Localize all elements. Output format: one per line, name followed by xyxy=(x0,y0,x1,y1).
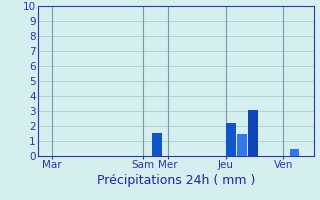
Bar xyxy=(290,149,299,156)
X-axis label: Précipitations 24h ( mm ): Précipitations 24h ( mm ) xyxy=(97,174,255,187)
Bar xyxy=(237,134,247,156)
Bar xyxy=(152,133,162,156)
Bar xyxy=(226,123,236,156)
Bar xyxy=(248,110,258,156)
